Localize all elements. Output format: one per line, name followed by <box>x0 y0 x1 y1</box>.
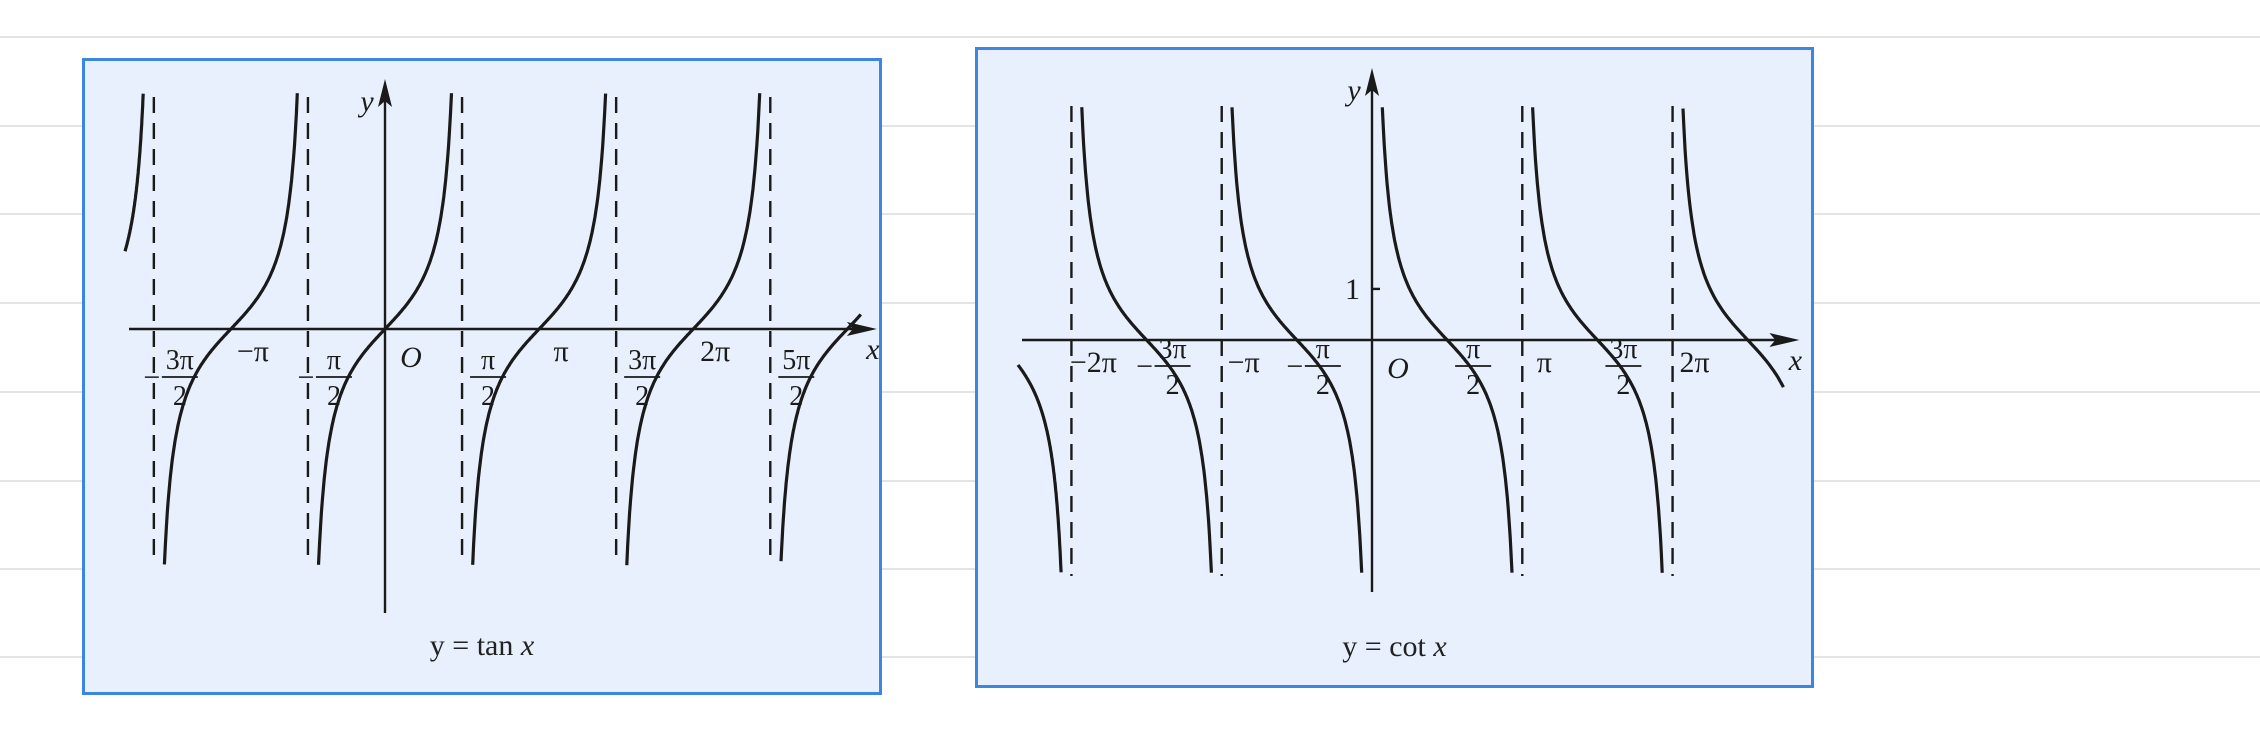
x-tick-numerator: 3π <box>628 345 656 376</box>
x-tick-denominator: 2 <box>1466 370 1480 401</box>
curve-branch <box>123 93 145 252</box>
curve-branch <box>625 93 762 566</box>
caption-variable: x <box>1433 630 1447 663</box>
x-tick-label: π <box>1537 346 1552 379</box>
x-tick-denominator: 2 <box>1616 370 1630 401</box>
y-tick-label: 1 <box>1345 273 1360 306</box>
curve-branch <box>779 313 863 562</box>
y-axis-arrow <box>1365 68 1379 96</box>
x-tick-numerator: π <box>481 345 495 376</box>
curve-branch <box>1080 107 1213 573</box>
x-tick-label: 2π <box>1679 346 1709 379</box>
y-axis-label: y <box>357 85 374 118</box>
tan-graph-caption: y = tan x <box>85 629 879 663</box>
origin-label: O <box>1387 352 1409 385</box>
ruled-line <box>0 36 2260 38</box>
x-tick-sign: − <box>1136 350 1153 383</box>
x-tick-sign: − <box>297 361 314 394</box>
x-axis-label: x <box>1788 344 1803 377</box>
x-tick-sign: − <box>1286 350 1303 383</box>
x-axis-label: x <box>865 333 879 366</box>
curve-branch <box>1230 107 1364 573</box>
caption-prefix: y = tan <box>429 629 514 662</box>
x-tick-denominator: 2 <box>1166 370 1180 401</box>
x-tick-numerator: 3π <box>166 345 194 376</box>
cot-graph-figure[interactable]: x y O 1 −2π −3π 2 −π − π 2 π 2 π 3π 2 2π y = cot x <box>975 47 1814 688</box>
tan-graph-figure[interactable]: x y O −3π 2 −π − π 2 π 2 π 3π 2 2π 5π 2 y = tan x <box>82 58 882 695</box>
caption-variable: x <box>520 629 535 662</box>
curve-branch <box>1380 107 1514 573</box>
x-tick-numerator: π <box>1466 334 1480 365</box>
x-tick-numerator: π <box>327 345 341 376</box>
x-tick-label: −π <box>237 335 269 368</box>
x-tick-numerator: π <box>1316 334 1330 365</box>
curve-branch <box>471 93 608 565</box>
x-tick-label: 2π <box>700 335 730 368</box>
x-axis-arrow <box>846 322 877 336</box>
curve-branch <box>1531 107 1664 573</box>
x-tick-numerator: 5π <box>782 345 810 376</box>
x-tick-label: −2π <box>1070 346 1117 379</box>
curve-branch <box>1016 364 1063 573</box>
x-tick-label: π <box>554 335 569 368</box>
cot-graph-caption: y = cot x <box>978 630 1811 664</box>
y-axis-arrow <box>378 79 392 107</box>
curve-branch <box>316 93 454 565</box>
x-axis-arrow <box>1769 333 1800 347</box>
x-tick-sign: − <box>143 361 160 394</box>
origin-label: O <box>400 341 422 374</box>
caption-prefix: y = cot <box>1342 630 1426 663</box>
curve-branch <box>1681 108 1785 388</box>
y-axis-label: y <box>1344 74 1361 107</box>
x-tick-denominator: 2 <box>1316 370 1330 401</box>
x-tick-label: −π <box>1228 346 1260 379</box>
curve-branch <box>162 93 299 565</box>
